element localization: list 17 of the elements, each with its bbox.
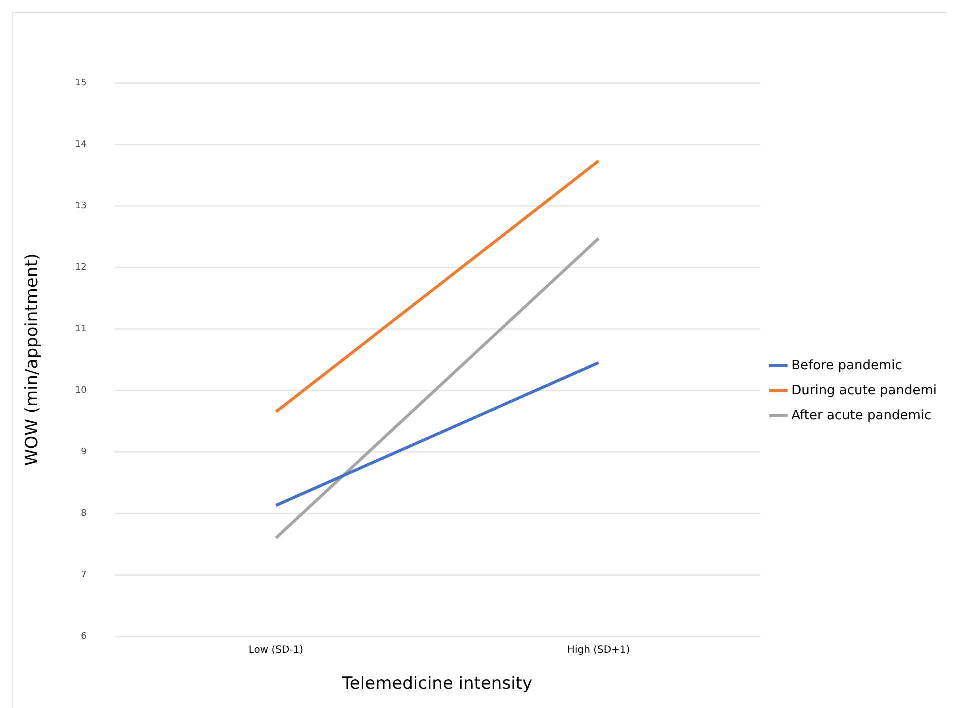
y-tick-label: 11 <box>75 324 87 334</box>
y-tick-label: 7 <box>81 570 87 580</box>
x-tick-label: High (SD+1) <box>567 645 630 656</box>
y-tick-label: 15 <box>75 78 87 88</box>
x-tick-label: Low (SD-1) <box>248 645 304 656</box>
y-axis-title: WOW (min/appointment) <box>22 254 43 466</box>
y-tick-label: 6 <box>81 632 88 642</box>
y-tick-label: 13 <box>75 201 87 212</box>
y-tick-label: 12 <box>75 262 87 273</box>
legend-label: During acute pandemi <box>792 383 938 398</box>
y-tick-label: 10 <box>75 386 88 396</box>
y-tick-label: 9 <box>81 447 88 458</box>
y-tick-label: 14 <box>75 140 88 150</box>
legend-label: After acute pandemic <box>792 408 932 424</box>
x-axis-title: Telemedicine intensity <box>341 674 533 694</box>
y-tick-label: 8 <box>81 508 88 519</box>
legend-label: Before pandemic <box>792 358 902 374</box>
